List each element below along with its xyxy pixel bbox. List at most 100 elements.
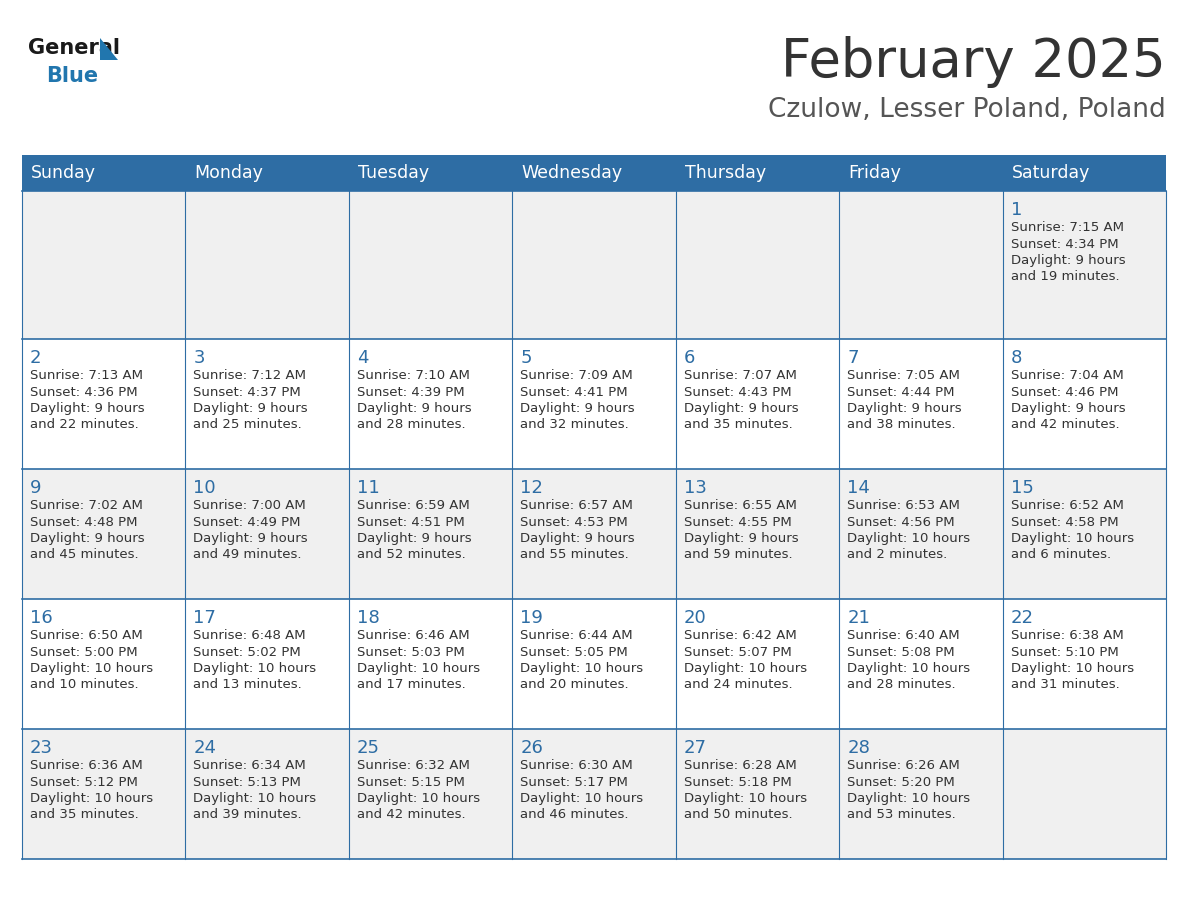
Text: Sunrise: 6:48 AM: Sunrise: 6:48 AM — [194, 629, 307, 642]
Text: 10: 10 — [194, 479, 216, 497]
Text: Sunset: 5:12 PM: Sunset: 5:12 PM — [30, 776, 138, 789]
Text: Sunset: 5:02 PM: Sunset: 5:02 PM — [194, 645, 302, 658]
Text: Sunrise: 7:13 AM: Sunrise: 7:13 AM — [30, 369, 143, 382]
Text: Daylight: 10 hours: Daylight: 10 hours — [194, 792, 316, 805]
Text: 4: 4 — [356, 349, 368, 367]
Text: Sunrise: 6:59 AM: Sunrise: 6:59 AM — [356, 499, 469, 512]
Text: Sunset: 5:20 PM: Sunset: 5:20 PM — [847, 776, 955, 789]
Text: 24: 24 — [194, 739, 216, 757]
Text: 14: 14 — [847, 479, 870, 497]
Text: Daylight: 10 hours: Daylight: 10 hours — [847, 662, 971, 675]
Text: Sunset: 4:53 PM: Sunset: 4:53 PM — [520, 516, 628, 529]
Text: Sunrise: 6:57 AM: Sunrise: 6:57 AM — [520, 499, 633, 512]
Text: 26: 26 — [520, 739, 543, 757]
Text: Tuesday: Tuesday — [358, 164, 429, 182]
Bar — [23, 339, 1165, 469]
Text: Sunrise: 6:30 AM: Sunrise: 6:30 AM — [520, 759, 633, 772]
Text: Sunset: 5:00 PM: Sunset: 5:00 PM — [30, 645, 138, 658]
Bar — [1003, 155, 1165, 191]
Text: and 46 minutes.: and 46 minutes. — [520, 809, 628, 822]
Text: and 2 minutes.: and 2 minutes. — [847, 548, 947, 562]
Text: 8: 8 — [1011, 349, 1022, 367]
Text: Sunrise: 7:04 AM: Sunrise: 7:04 AM — [1011, 369, 1124, 382]
Text: Blue: Blue — [46, 66, 99, 86]
Text: 20: 20 — [684, 609, 707, 627]
Text: Sunset: 4:43 PM: Sunset: 4:43 PM — [684, 386, 791, 398]
Text: Daylight: 9 hours: Daylight: 9 hours — [520, 402, 634, 415]
Text: 9: 9 — [30, 479, 42, 497]
Text: Sunrise: 7:12 AM: Sunrise: 7:12 AM — [194, 369, 307, 382]
Bar — [185, 155, 349, 191]
Bar — [839, 155, 1003, 191]
Text: Daylight: 9 hours: Daylight: 9 hours — [30, 532, 145, 545]
Bar — [349, 155, 512, 191]
Text: Sunset: 5:07 PM: Sunset: 5:07 PM — [684, 645, 791, 658]
Text: and 25 minutes.: and 25 minutes. — [194, 419, 302, 431]
Bar — [23, 729, 1165, 859]
Text: 23: 23 — [30, 739, 53, 757]
Text: Daylight: 10 hours: Daylight: 10 hours — [194, 662, 316, 675]
Text: Sunrise: 6:34 AM: Sunrise: 6:34 AM — [194, 759, 307, 772]
Text: and 10 minutes.: and 10 minutes. — [30, 678, 139, 691]
Text: 18: 18 — [356, 609, 380, 627]
Text: Sunrise: 6:42 AM: Sunrise: 6:42 AM — [684, 629, 796, 642]
Text: Daylight: 10 hours: Daylight: 10 hours — [356, 662, 480, 675]
Text: Saturday: Saturday — [1011, 164, 1089, 182]
Bar — [23, 469, 1165, 599]
Text: and 20 minutes.: and 20 minutes. — [520, 678, 628, 691]
Text: Sunset: 4:49 PM: Sunset: 4:49 PM — [194, 516, 301, 529]
Text: Daylight: 9 hours: Daylight: 9 hours — [194, 532, 308, 545]
Text: Sunday: Sunday — [31, 164, 96, 182]
Text: Sunset: 4:51 PM: Sunset: 4:51 PM — [356, 516, 465, 529]
Text: 1: 1 — [1011, 201, 1022, 219]
Text: Sunset: 4:36 PM: Sunset: 4:36 PM — [30, 386, 138, 398]
Text: Sunrise: 6:36 AM: Sunrise: 6:36 AM — [30, 759, 143, 772]
Bar — [23, 155, 185, 191]
Text: 28: 28 — [847, 739, 870, 757]
Text: Daylight: 9 hours: Daylight: 9 hours — [1011, 402, 1125, 415]
Text: and 50 minutes.: and 50 minutes. — [684, 809, 792, 822]
Bar — [512, 155, 676, 191]
Text: Sunrise: 6:46 AM: Sunrise: 6:46 AM — [356, 629, 469, 642]
Text: Daylight: 9 hours: Daylight: 9 hours — [684, 532, 798, 545]
Text: 25: 25 — [356, 739, 380, 757]
Text: and 35 minutes.: and 35 minutes. — [684, 419, 792, 431]
Text: and 28 minutes.: and 28 minutes. — [847, 678, 956, 691]
Text: Sunset: 4:39 PM: Sunset: 4:39 PM — [356, 386, 465, 398]
Text: 7: 7 — [847, 349, 859, 367]
Text: Czulow, Lesser Poland, Poland: Czulow, Lesser Poland, Poland — [769, 97, 1165, 123]
Text: 22: 22 — [1011, 609, 1034, 627]
Bar — [676, 155, 839, 191]
Text: Daylight: 10 hours: Daylight: 10 hours — [356, 792, 480, 805]
Text: Sunset: 5:03 PM: Sunset: 5:03 PM — [356, 645, 465, 658]
Bar — [23, 599, 1165, 729]
Text: Daylight: 10 hours: Daylight: 10 hours — [847, 792, 971, 805]
Text: Sunset: 4:34 PM: Sunset: 4:34 PM — [1011, 238, 1118, 251]
Text: Daylight: 10 hours: Daylight: 10 hours — [684, 662, 807, 675]
Text: Sunrise: 7:15 AM: Sunrise: 7:15 AM — [1011, 221, 1124, 234]
Text: and 31 minutes.: and 31 minutes. — [1011, 678, 1119, 691]
Text: and 45 minutes.: and 45 minutes. — [30, 548, 139, 562]
Text: Friday: Friday — [848, 164, 901, 182]
Text: and 42 minutes.: and 42 minutes. — [1011, 419, 1119, 431]
Text: Sunrise: 7:05 AM: Sunrise: 7:05 AM — [847, 369, 960, 382]
Text: Sunrise: 7:02 AM: Sunrise: 7:02 AM — [30, 499, 143, 512]
Text: and 38 minutes.: and 38 minutes. — [847, 419, 956, 431]
Text: Sunrise: 6:44 AM: Sunrise: 6:44 AM — [520, 629, 633, 642]
Text: and 52 minutes.: and 52 minutes. — [356, 548, 466, 562]
Text: Sunset: 5:17 PM: Sunset: 5:17 PM — [520, 776, 628, 789]
Text: Daylight: 9 hours: Daylight: 9 hours — [1011, 254, 1125, 267]
Text: Daylight: 9 hours: Daylight: 9 hours — [30, 402, 145, 415]
Text: Daylight: 10 hours: Daylight: 10 hours — [520, 662, 644, 675]
Text: and 32 minutes.: and 32 minutes. — [520, 419, 628, 431]
Text: and 42 minutes.: and 42 minutes. — [356, 809, 466, 822]
Text: 16: 16 — [30, 609, 52, 627]
Text: and 49 minutes.: and 49 minutes. — [194, 548, 302, 562]
Text: and 17 minutes.: and 17 minutes. — [356, 678, 466, 691]
Text: Sunset: 4:46 PM: Sunset: 4:46 PM — [1011, 386, 1118, 398]
Text: 13: 13 — [684, 479, 707, 497]
Text: 2: 2 — [30, 349, 42, 367]
Text: Sunrise: 6:52 AM: Sunrise: 6:52 AM — [1011, 499, 1124, 512]
Text: Sunset: 4:48 PM: Sunset: 4:48 PM — [30, 516, 138, 529]
Text: Sunrise: 6:53 AM: Sunrise: 6:53 AM — [847, 499, 960, 512]
